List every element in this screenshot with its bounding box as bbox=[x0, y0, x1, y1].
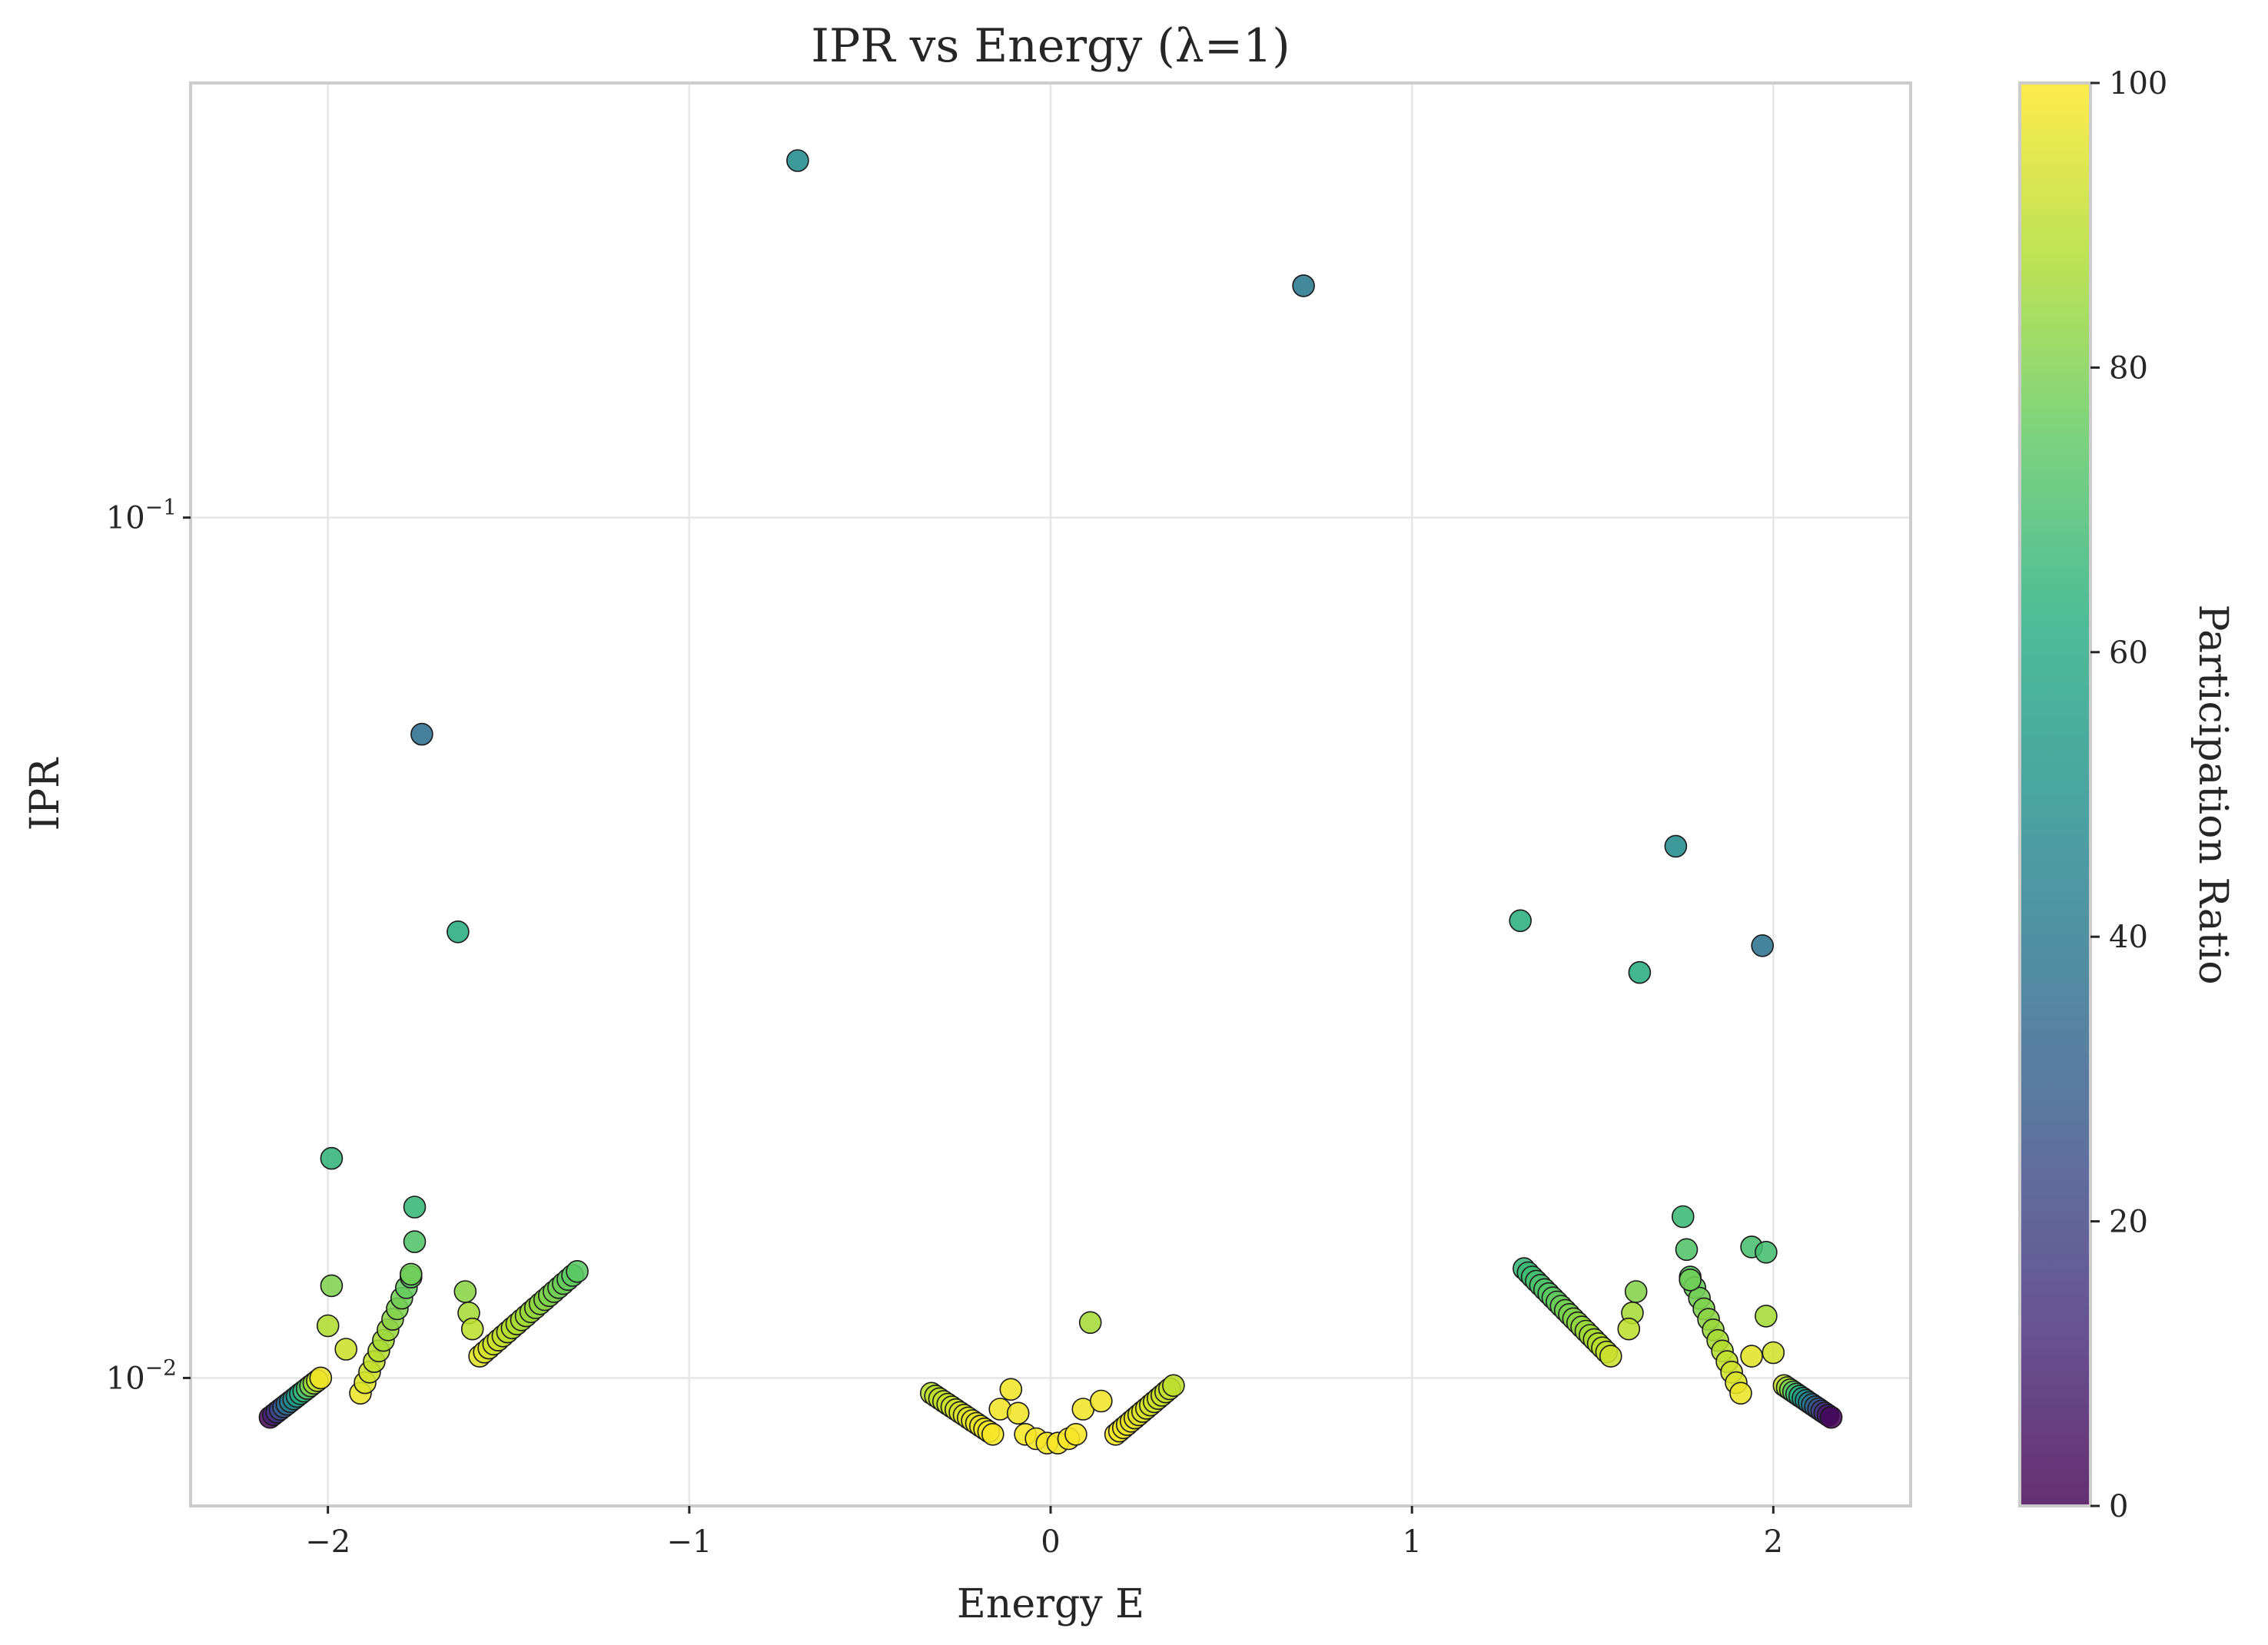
colorbar-tick-label: 80 bbox=[2109, 350, 2148, 386]
data-point bbox=[320, 1146, 344, 1170]
data-point bbox=[399, 1262, 423, 1286]
grid-lines bbox=[191, 83, 1911, 1506]
data-point bbox=[1599, 1345, 1622, 1368]
data-point bbox=[1755, 1241, 1778, 1264]
data-point bbox=[566, 1260, 589, 1283]
colorbar-tick-label: 40 bbox=[2109, 920, 2148, 955]
x-tick-label: −1 bbox=[666, 1524, 712, 1560]
data-point bbox=[981, 1423, 1004, 1446]
colorbar-tick-label: 20 bbox=[2109, 1205, 2148, 1240]
data-point bbox=[447, 920, 470, 944]
x-axis-label: Energy E bbox=[957, 1581, 1144, 1627]
data-point bbox=[1617, 1317, 1641, 1341]
data-point bbox=[1664, 834, 1688, 858]
data-point bbox=[1762, 1341, 1785, 1365]
x-tick-label: 1 bbox=[1402, 1524, 1421, 1560]
chart-title: IPR vs Energy (λ=1) bbox=[811, 19, 1290, 73]
x-tick-label: −2 bbox=[305, 1524, 350, 1560]
x-tick-label: 2 bbox=[1764, 1524, 1783, 1560]
data-point bbox=[453, 1280, 477, 1303]
x-axis-ticks: −2 −1 0 1 2 bbox=[305, 1506, 1783, 1560]
colorbar-ticks: 0 20 40 60 80 100 bbox=[2090, 66, 2167, 1524]
data-point bbox=[1740, 1345, 1763, 1368]
x-tick-label: 0 bbox=[1041, 1524, 1060, 1560]
data-point bbox=[460, 1317, 484, 1341]
data-point bbox=[1624, 1280, 1648, 1303]
data-point bbox=[1675, 1238, 1699, 1262]
data-point bbox=[1819, 1405, 1843, 1429]
y-axis-label: IPR bbox=[22, 757, 68, 831]
data-point bbox=[1672, 1205, 1695, 1229]
data-point bbox=[1162, 1374, 1185, 1398]
colorbar-frame bbox=[2018, 81, 2092, 1507]
y-tick-label: 10−2 bbox=[106, 1355, 177, 1396]
data-point bbox=[1751, 934, 1774, 957]
data-point bbox=[403, 1230, 427, 1253]
data-point bbox=[403, 1196, 427, 1219]
data-point bbox=[786, 149, 809, 172]
data-point bbox=[1755, 1305, 1778, 1328]
data-point bbox=[1509, 909, 1532, 933]
data-point bbox=[1628, 960, 1652, 984]
data-point bbox=[1292, 274, 1315, 297]
data-point bbox=[1078, 1311, 1102, 1335]
y-tick-label: 10−1 bbox=[106, 495, 177, 536]
colorbar-label: Participation Ratio bbox=[2190, 604, 2236, 984]
data-point bbox=[320, 1274, 344, 1298]
data-point bbox=[410, 722, 433, 746]
data-point bbox=[1006, 1401, 1030, 1425]
scatter-points bbox=[258, 149, 1843, 1454]
data-point bbox=[1064, 1423, 1088, 1446]
colorbar-gradient bbox=[2020, 83, 2090, 1506]
colorbar-tick-label: 60 bbox=[2109, 635, 2148, 671]
colorbar-tick-label: 0 bbox=[2109, 1489, 2128, 1524]
data-point bbox=[1729, 1381, 1752, 1405]
data-point bbox=[316, 1314, 340, 1338]
data-point bbox=[999, 1378, 1023, 1401]
data-point bbox=[1090, 1389, 1113, 1413]
data-point bbox=[334, 1338, 358, 1361]
data-point bbox=[1679, 1269, 1702, 1292]
y-axis-ticks: 10−2 10−1 bbox=[106, 495, 191, 1396]
colorbar-tick-label: 100 bbox=[2109, 66, 2167, 101]
colorbar: 0 20 40 60 80 100 Participation Ratio bbox=[2018, 66, 2236, 1524]
data-point bbox=[309, 1366, 333, 1390]
